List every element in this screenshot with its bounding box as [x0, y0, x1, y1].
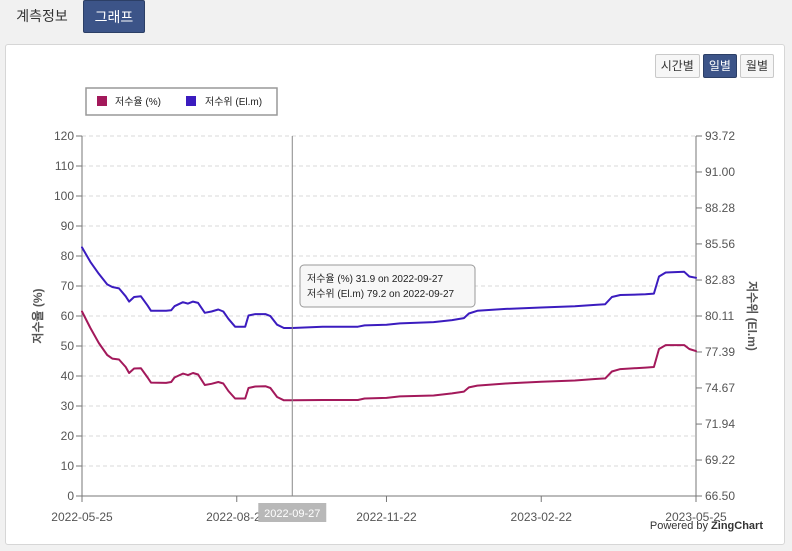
left-tick-label: 120 — [54, 129, 74, 143]
series-line-water-level — [81, 246, 697, 329]
right-tick-label: 74.67 — [705, 381, 735, 395]
tooltip-line-1: 저수율 (%) 31.9 on 2022-09-27 — [307, 273, 443, 285]
zingchart-brand: ZingChart — [711, 520, 763, 532]
legend-swatch-water-level[interactable] — [186, 96, 196, 106]
left-tick-label: 90 — [61, 219, 75, 233]
right-tick-label: 80.11 — [705, 309, 734, 323]
right-axis-title: 저수위 (El.m) — [745, 281, 760, 351]
left-tick-label: 110 — [55, 159, 74, 173]
left-tick-label: 0 — [67, 489, 74, 503]
right-tick-label: 66.50 — [705, 489, 735, 503]
crosshair-label: 2022-09-27 — [264, 508, 320, 520]
tooltip-line-2: 저수위 (El.m) 79.2 on 2022-09-27 — [307, 287, 455, 300]
x-tick-label: 2023-05-25 — [665, 510, 727, 524]
right-tick-label: 93.72 — [705, 129, 735, 143]
period-daily-button[interactable]: 일별 — [702, 54, 737, 78]
tab-measurement-info[interactable]: 계측정보 — [16, 8, 68, 24]
tooltip: 저수율 (%) 31.9 on 2022-09-27 저수위 (El.m) 79… — [299, 264, 476, 308]
series-lines — [81, 246, 697, 402]
period-hourly-button[interactable]: 시간별 — [654, 54, 700, 78]
left-tick-label: 10 — [61, 459, 75, 473]
left-axis-title: 저수율 (%) — [30, 288, 45, 343]
left-tick-label: 80 — [61, 249, 75, 263]
right-tick-label: 77.39 — [705, 345, 735, 359]
x-tick-label: 2022-11-22 — [356, 510, 417, 524]
left-tick-label: 20 — [61, 429, 75, 443]
right-tick-label: 82.83 — [705, 273, 735, 287]
right-tick-label: 91.00 — [705, 165, 735, 179]
x-tick-label: 2022-05-25 — [51, 510, 113, 524]
left-tick-label: 100 — [54, 189, 74, 203]
period-monthly-button[interactable]: 월별 — [739, 54, 774, 78]
x-tick-label: 2023-02-22 — [511, 510, 573, 524]
right-axis-ticks: 66.50 69.22 71.94 74.67 77.39 80.11 82.83 85.56… — [696, 129, 735, 503]
grid-lines — [82, 135, 696, 467]
x-axis-ticks: 2022-05-25 2022-08-25 2022-11-22 2023-02-22… — [51, 496, 727, 524]
left-tick-label: 30 — [61, 399, 75, 413]
left-tick-label: 70 — [61, 279, 75, 293]
powered-by-label[interactable]: Powered by ZingChart — [650, 520, 763, 532]
left-tick-label: 60 — [61, 309, 75, 323]
left-axis-ticks: 0 10 20 30 40 50 60 70 80 90 100 110 120 — [54, 129, 82, 503]
left-tick-label: 40 — [61, 369, 75, 383]
right-tick-label: 88.28 — [705, 201, 735, 215]
legend-label-storage-rate[interactable]: 저수율 (%) — [115, 96, 161, 108]
left-tick-label: 50 — [61, 339, 75, 353]
right-tick-label: 71.94 — [705, 417, 735, 431]
right-tick-label: 69.22 — [705, 453, 735, 467]
legend: 저수율 (%) 저수위 (El.m) — [85, 87, 278, 116]
x-tick-label: 2022-08-25 — [206, 510, 268, 524]
legend-swatch-storage-rate[interactable] — [97, 96, 107, 106]
powered-by-prefix: Powered by — [650, 520, 711, 532]
tab-bar: 계측정보 그래프 — [0, 0, 792, 36]
tooltip-box — [299, 264, 476, 308]
period-selector: 시간별 일별 월별 — [652, 54, 774, 78]
legend-box — [85, 87, 278, 116]
right-tick-label: 85.56 — [705, 237, 735, 251]
tab-graph[interactable]: 그래프 — [83, 0, 145, 33]
crosshair-label-box — [258, 503, 327, 522]
series-line-storage-rate — [81, 310, 697, 402]
legend-label-water-level[interactable]: 저수위 (El.m) — [205, 95, 262, 108]
